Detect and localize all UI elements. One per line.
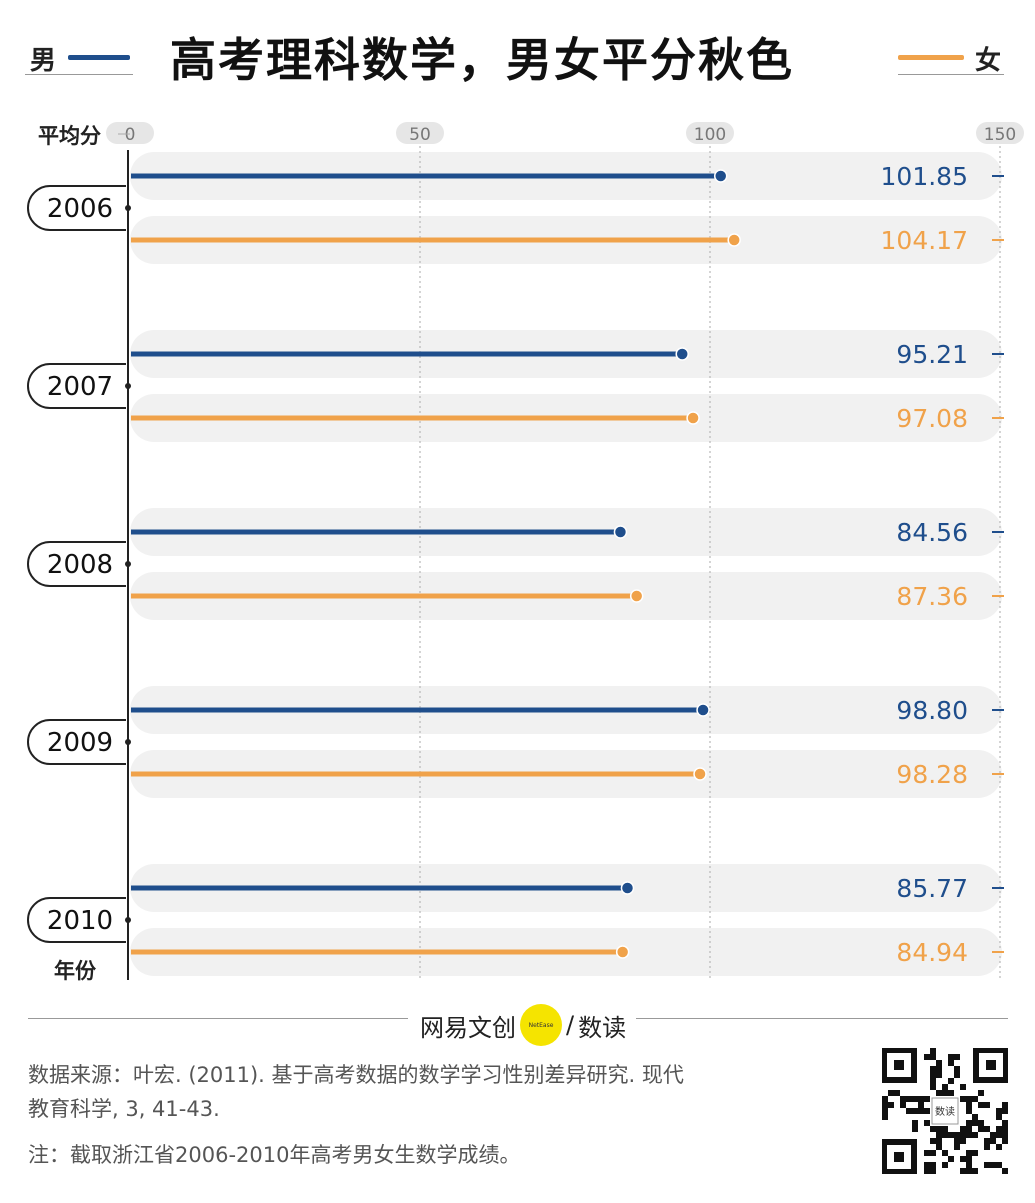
source-line-1: 数据来源：叶宏. (2011). 基于高考数据的数学学习性别差异研究. 现代 [28,1063,684,1087]
bar-end-female [686,411,700,425]
year-labels: 2006 2007 2008 2009 2010 [27,185,131,943]
value-label-male: 84.56 [896,518,968,547]
source-line-2: 教育科学, 3, 41-43. [28,1097,220,1121]
value-label-male: 95.21 [896,340,968,369]
legend-female-label: 女 [975,46,1002,76]
chart-area: 0 50 100 150 2006 2007 2008 2009 2010 101.85 104… [27,122,1024,983]
qr-code-image: 数读 [882,1048,1008,1174]
bar-end-male [613,525,628,539]
x-tick-label: 150 [984,125,1016,145]
year-pill [27,363,126,409]
value-label-female: 104.17 [881,226,968,255]
y-axis-title: 年份 [54,959,97,983]
x-tick-label: 100 [694,125,726,145]
bar-end-female [629,589,644,603]
value-label-male: 85.77 [896,874,968,903]
footer-divider-right [636,1018,1008,1019]
note-text: 注：截取浙江省2006-2010年高考男女生数学成绩。 [28,1143,521,1167]
row-bands [130,152,1002,976]
brand-name: 网易文创 [420,1013,516,1042]
x-axis-title: 平均分 [38,124,101,148]
qr-center-label: 数读 [935,1105,955,1118]
brand-separator: / [566,1011,575,1039]
value-label-female: 87.36 [896,582,968,611]
source-text: 数据来源：叶宏. (2011). 基于高考数据的数学学习性别差异研究. 现代 教… [28,1058,684,1172]
legend-male-label: 男 [30,46,57,76]
bars [131,169,741,959]
legend-female-underline [898,74,1004,75]
value-label-male: 98.80 [896,696,968,725]
x-tick-pill [686,122,734,144]
brand-badge: NetEase [520,1004,562,1046]
year-pill [27,185,126,231]
footer-divider-left [28,1018,408,1019]
year-pill [27,719,126,765]
year-label: 2007 [47,372,113,402]
bar-end-male [713,169,728,183]
legend-female-line [898,55,964,60]
bar-end-male [620,881,635,895]
year-label: 2008 [47,550,113,580]
legend-male-line [68,55,130,60]
value-label-female: 84.94 [896,938,968,967]
value-label-female: 98.28 [896,760,968,789]
legend-male-underline [25,74,133,75]
x-tick-pill [976,122,1024,144]
bar-end-female [693,767,707,781]
value-label-female: 97.08 [896,404,968,433]
x-tick-pill [106,122,154,144]
x-tick-pill [396,122,444,144]
value-label-male: 101.85 [881,162,968,191]
bar-end-female [615,945,630,959]
bar-end-male [675,347,689,361]
chart-header: 男 高考理科数学，男女平分秋色 女 [0,22,1035,92]
brand-sub: 数读 [578,1013,627,1042]
bar-end-female [727,233,741,247]
year-pill [27,897,126,943]
x-tick-label: 0 [125,125,136,145]
x-tick-labels: 0 50 100 150 [106,122,1024,145]
value-labels: 101.85 104.17 95.21 97.08 84.56 87.36 98.80 98.… [881,162,1004,967]
chart-title: 高考理科数学，男女平分秋色 [170,33,794,87]
x-tick-label: 50 [409,125,431,145]
year-label: 2010 [47,906,113,936]
bar-end-male [696,703,710,717]
year-pill [27,541,126,587]
year-label: 2009 [47,728,113,758]
year-label: 2006 [47,194,113,224]
gridlines [419,146,1001,978]
brand-logo: 网易文创 NetEase / 数读 [420,1004,626,1046]
